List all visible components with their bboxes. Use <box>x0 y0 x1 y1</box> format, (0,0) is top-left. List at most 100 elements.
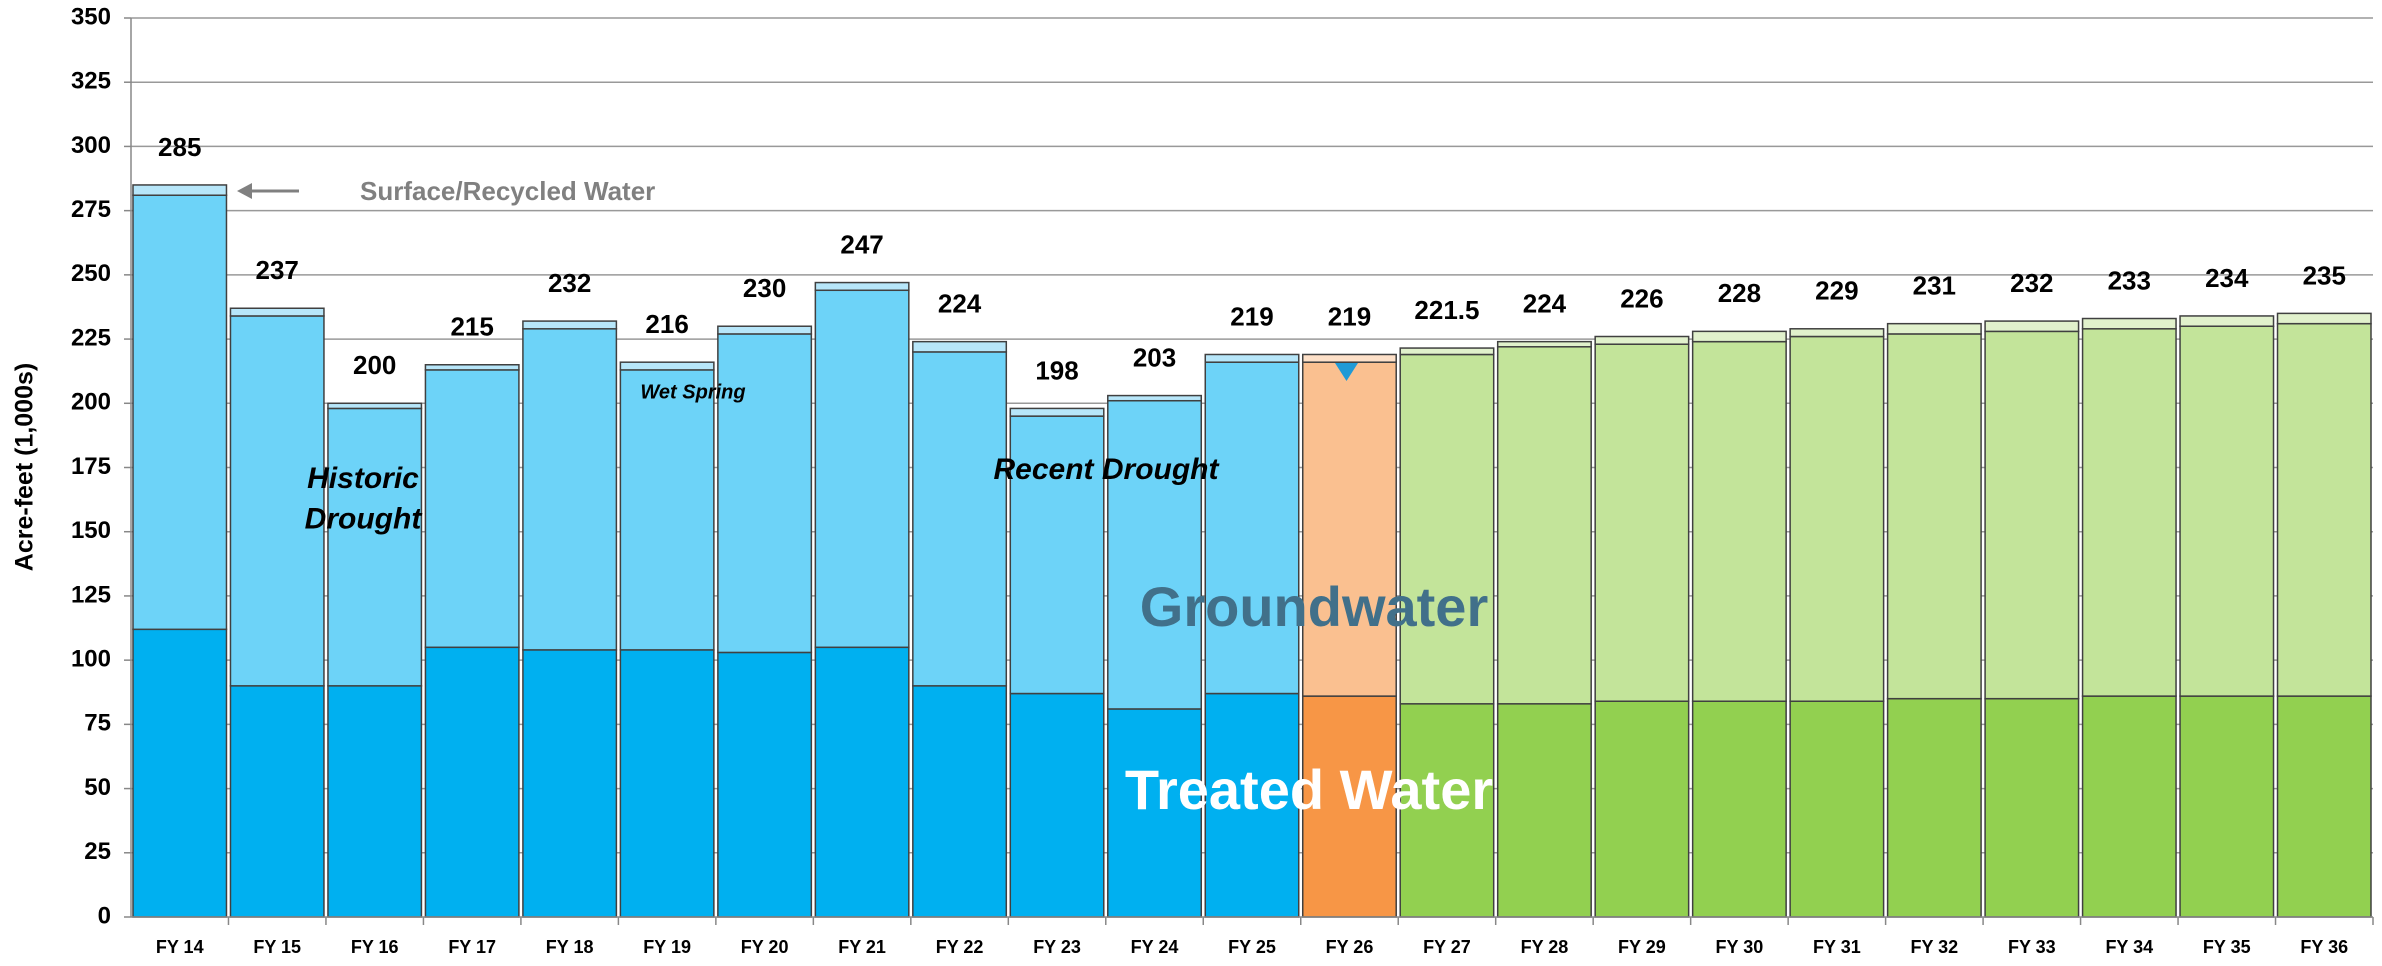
x-tick-label: FY 22 <box>936 937 984 957</box>
total-label: 200 <box>353 350 396 380</box>
bar-segment <box>619 649 715 918</box>
x-tick-label: FY 23 <box>1033 937 1081 957</box>
total-label: 198 <box>1035 355 1078 385</box>
total-label: 234 <box>2205 263 2249 293</box>
bar-segment <box>1496 703 1592 918</box>
bar-segment <box>1107 394 1203 402</box>
series-label: Treated Water <box>1125 758 1493 821</box>
total-label: 237 <box>256 255 299 285</box>
y-tick-label: 200 <box>71 389 111 416</box>
y-tick-label: 325 <box>71 68 111 95</box>
bar-segment <box>327 402 423 410</box>
marker <box>1335 363 1358 381</box>
bar-segment <box>2081 317 2177 330</box>
total-label: 228 <box>1718 278 1761 308</box>
bar-segment <box>229 307 325 317</box>
bar-segment <box>1301 353 1397 363</box>
annotation: Historic <box>307 462 419 495</box>
x-tick-label: FY 24 <box>1131 937 1179 957</box>
x-tick-label: FY 30 <box>1716 937 1764 957</box>
x-tick-label: FY 18 <box>546 937 594 957</box>
bar-segment <box>1984 320 2080 333</box>
x-tick-label: FY 26 <box>1326 937 1374 957</box>
total-label: 224 <box>1523 289 1567 319</box>
total-label: 216 <box>645 309 688 339</box>
y-tick-label: 300 <box>71 132 111 159</box>
bar-segment <box>912 351 1008 687</box>
total-label: 235 <box>2303 260 2346 290</box>
bar-segment <box>1789 335 1885 702</box>
y-tick-label: 250 <box>71 260 111 287</box>
x-tick-label: FY 32 <box>1910 937 1958 957</box>
bar-segment <box>1984 330 2080 700</box>
x-tick-label: FY 31 <box>1813 937 1861 957</box>
arrow-head <box>237 183 252 199</box>
bar-segment <box>1399 703 1495 918</box>
bar-segment <box>814 289 910 649</box>
annotation: Drought <box>305 502 424 535</box>
x-tick-label: FY 27 <box>1423 937 1471 957</box>
y-tick-label: 50 <box>84 774 111 801</box>
bar-segment <box>1496 340 1592 348</box>
total-label: 215 <box>450 312 493 342</box>
total-label: 219 <box>1230 301 1273 331</box>
x-tick-label: FY 16 <box>351 937 399 957</box>
bar-segment <box>1009 407 1105 417</box>
bar-segment <box>132 628 228 918</box>
bar-segment <box>2179 325 2275 697</box>
series-label: Groundwater <box>1140 575 1488 638</box>
x-tick-label: FY 17 <box>448 937 496 957</box>
bar-segment <box>2276 695 2372 918</box>
bar-segment <box>327 407 423 687</box>
bar-segment <box>1301 361 1397 697</box>
y-tick-label: 225 <box>71 324 111 351</box>
bar-segment <box>424 369 520 649</box>
x-tick-label: FY 28 <box>1521 937 1569 957</box>
total-label: 231 <box>1913 271 1956 301</box>
total-label: 230 <box>743 273 786 303</box>
bar-segment <box>2276 322 2372 697</box>
total-label: 233 <box>2108 265 2151 295</box>
bar-segment <box>717 333 813 654</box>
bar-segment <box>424 646 520 918</box>
y-tick-label: 350 <box>71 3 111 30</box>
bar-segment <box>522 320 618 330</box>
bar-segment <box>1594 700 1690 918</box>
x-tick-label: FY 25 <box>1228 937 1276 957</box>
bar-segment <box>1789 700 1885 918</box>
y-tick-label: 0 <box>98 902 111 929</box>
bar-segment <box>2276 312 2372 325</box>
bar-segment <box>1594 335 1690 345</box>
bar-segment <box>522 649 618 918</box>
bar-segment <box>1691 700 1787 918</box>
bar-segment <box>229 685 325 918</box>
y-tick-label: 150 <box>71 517 111 544</box>
bar-segment <box>132 184 228 196</box>
bar-segment <box>1204 692 1300 918</box>
bar-segment <box>2081 328 2177 697</box>
bar-segment <box>717 325 813 335</box>
x-tick-label: FY 35 <box>2203 937 2251 957</box>
total-label: 232 <box>548 268 591 298</box>
x-tick-label: FY 14 <box>156 937 204 957</box>
x-tick-label: FY 19 <box>643 937 691 957</box>
bar-segment <box>912 340 1008 353</box>
y-axis-label: Acre-feet (1,000s) <box>11 363 39 571</box>
y-tick-label: 25 <box>84 838 111 865</box>
bar-segment <box>132 194 228 631</box>
bar-segment <box>1009 692 1105 918</box>
total-label: 221.5 <box>1414 295 1479 325</box>
annotation: Wet Spring <box>640 381 745 403</box>
bar-segment <box>619 361 715 371</box>
total-label: 224 <box>938 289 982 319</box>
bar-segment <box>1399 353 1495 705</box>
total-label: 226 <box>1620 283 1663 313</box>
total-label: 285 <box>158 132 201 162</box>
bar-segment <box>814 281 910 292</box>
bar-segment <box>229 315 325 687</box>
y-tick-label: 175 <box>71 453 111 480</box>
x-tick-label: FY 21 <box>838 937 886 957</box>
bar-segment <box>327 685 423 918</box>
bar-segment <box>1984 697 2080 918</box>
